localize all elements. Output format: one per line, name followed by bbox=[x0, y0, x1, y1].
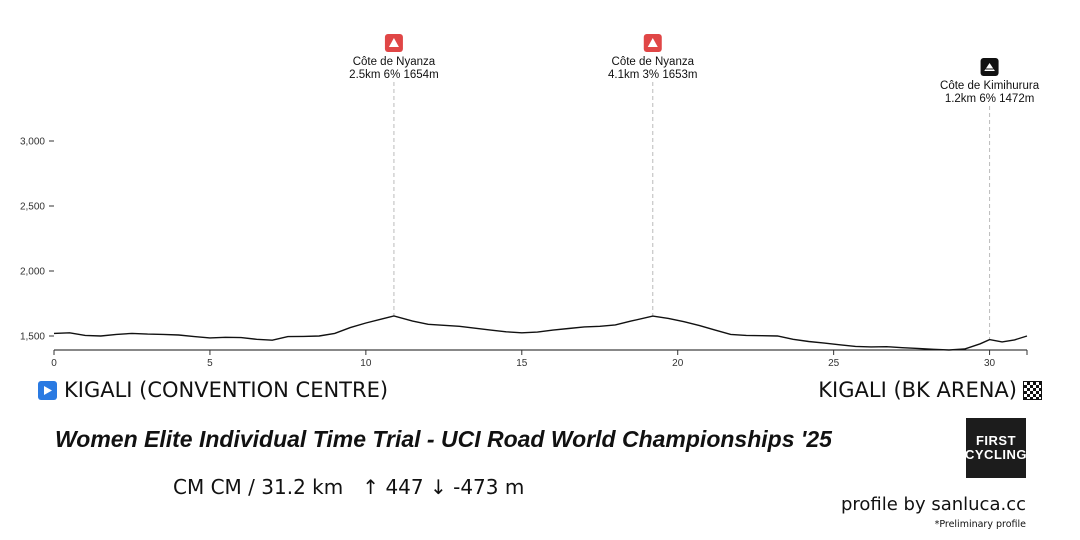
y-tick-label: 3,000 bbox=[20, 137, 45, 148]
climb-guides bbox=[393, 82, 991, 340]
x-tick-label: 0 bbox=[51, 358, 57, 369]
elevation-profile-chart: 1,500 2,000 2,500 3,000 0 5 10 15 20 25 30 Côte d… bbox=[20, 34, 1040, 369]
descent-arrow-icon: ↓ bbox=[429, 475, 447, 499]
climb-detail: 1.2km 6% 1472m bbox=[945, 93, 1035, 105]
race-title: Women Elite Individual Time Trial - UCI … bbox=[55, 426, 832, 452]
climb-name: Côte de Nyanza bbox=[353, 56, 436, 68]
elevation-line bbox=[53, 315, 1028, 351]
start-location: KIGALI (CONVENTION CENTRE) bbox=[38, 378, 388, 402]
first-cycling-logo: FIRST CYCLING bbox=[965, 418, 1027, 478]
red-mountain-icon bbox=[643, 34, 662, 52]
red-mountain-icon bbox=[384, 34, 403, 52]
stats-prefix: CM CM bbox=[173, 475, 242, 499]
preliminary-note: *Preliminary profile bbox=[934, 519, 1026, 530]
start-label: KIGALI (CONVENTION CENTRE) bbox=[64, 378, 389, 402]
x-tick-label: 25 bbox=[828, 358, 840, 369]
finish-label: KIGALI (BK ARENA) bbox=[818, 378, 1017, 402]
y-tick-label: 2,500 bbox=[20, 202, 45, 213]
x-tick-label: 10 bbox=[360, 358, 372, 369]
climb-name: Côte de Nyanza bbox=[612, 56, 695, 68]
stats-separator: / bbox=[248, 475, 262, 499]
start-play-icon bbox=[38, 380, 57, 400]
x-tick-label: 5 bbox=[207, 358, 213, 369]
logo-line-2: CYCLING bbox=[965, 447, 1027, 462]
logo-line-1: FIRST bbox=[975, 433, 1017, 448]
x-tick-label: 30 bbox=[984, 358, 996, 369]
y-axis: 1,500 2,000 2,500 3,000 bbox=[20, 137, 54, 343]
stats-distance: 31.2 km bbox=[261, 475, 344, 499]
stage-stats: CM CM / 31.2 km ↑ 447 ↓ -473 m bbox=[173, 475, 524, 499]
y-tick-label: 1,500 bbox=[20, 332, 45, 343]
x-tick-label: 15 bbox=[516, 358, 528, 369]
ascent-arrow-icon: ↑ bbox=[349, 475, 386, 499]
x-tick-label: 20 bbox=[672, 358, 684, 369]
black-summit-icon bbox=[980, 58, 999, 76]
stats-descent: -473 m bbox=[453, 475, 525, 499]
climb-detail: 2.5km 6% 1654m bbox=[349, 69, 439, 81]
checkered-flag-icon bbox=[1023, 380, 1042, 400]
x-axis: 0 5 10 15 20 25 30 bbox=[51, 349, 1028, 369]
profile-credit: profile by sanluca.cc bbox=[840, 494, 1026, 515]
finish-location: KIGALI (BK ARENA) bbox=[818, 378, 1042, 402]
climb-detail: 4.1km 3% 1653m bbox=[608, 69, 698, 81]
y-tick-label: 2,000 bbox=[20, 267, 45, 278]
climb-name: Côte de Kimihurura bbox=[940, 80, 1040, 92]
stats-ascent: 447 bbox=[385, 475, 424, 499]
